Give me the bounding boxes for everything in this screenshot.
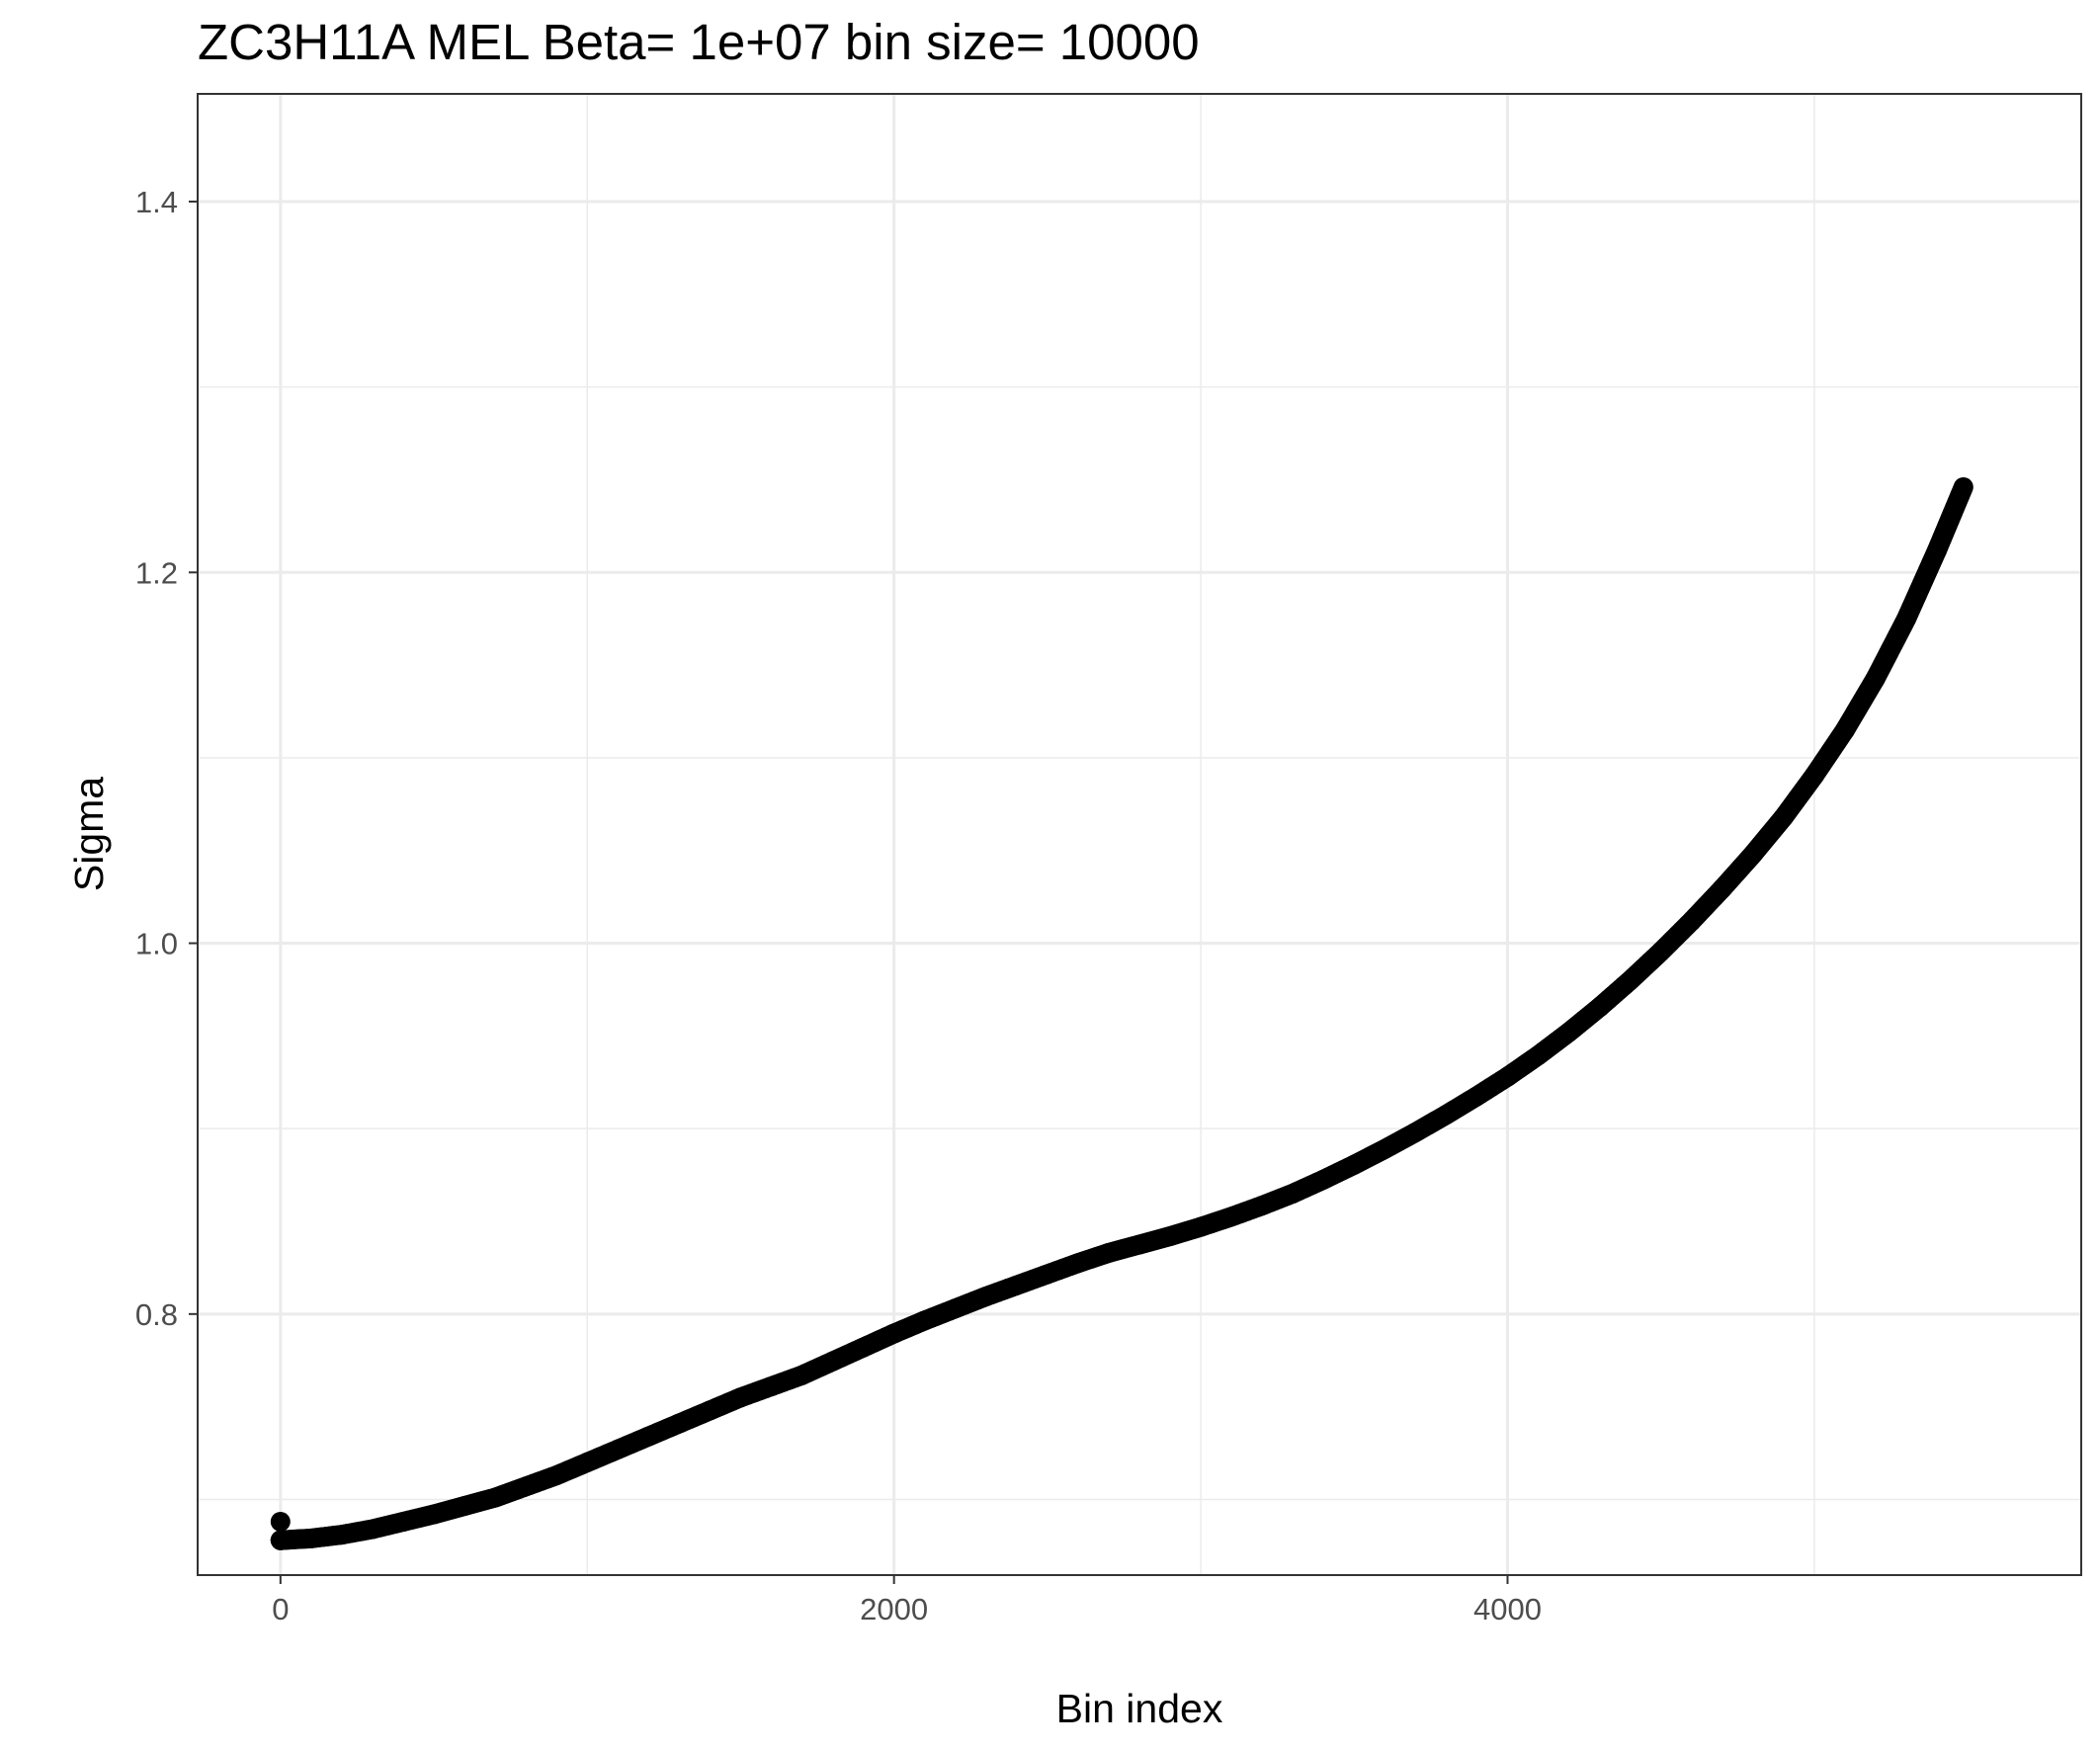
x-tick-label: 2000 <box>860 1592 928 1626</box>
data-point <box>1160 1226 1181 1247</box>
data-point <box>1558 1022 1579 1042</box>
data-point <box>1467 1086 1487 1107</box>
data-point <box>638 1426 659 1447</box>
data-point <box>700 1400 720 1421</box>
y-tick-label: 1.4 <box>135 185 178 219</box>
data-point <box>945 1298 966 1319</box>
data-point <box>1375 1138 1395 1159</box>
data-point <box>1344 1154 1365 1175</box>
y-axis-title: Sigma <box>66 777 112 891</box>
x-axis-title: Bin index <box>1056 1686 1223 1731</box>
data-point <box>608 1439 629 1459</box>
data-point <box>485 1487 506 1508</box>
data-point <box>914 1310 935 1331</box>
data-point <box>669 1413 690 1434</box>
y-tick-label: 1.2 <box>135 555 178 590</box>
data-point <box>424 1504 445 1525</box>
x-tick-label: 0 <box>272 1592 289 1626</box>
x-axis: 0 2000 4000 <box>272 1575 1542 1626</box>
data-point <box>1037 1264 1057 1285</box>
data-point <box>516 1476 537 1497</box>
data-point <box>1067 1253 1088 1274</box>
data-point <box>730 1387 751 1408</box>
data-point <box>1252 1196 1273 1216</box>
data-point <box>577 1452 598 1472</box>
y-tick-label: 0.8 <box>135 1297 178 1332</box>
x-tick-label: 4000 <box>1473 1592 1542 1626</box>
data-point <box>883 1323 904 1344</box>
data-point <box>1098 1242 1119 1263</box>
plot-panel-border <box>197 93 2082 1576</box>
data-point-outlier <box>270 1511 291 1532</box>
data-point <box>1953 476 1974 497</box>
data-point <box>792 1365 812 1385</box>
data-point <box>1130 1234 1149 1255</box>
data-point <box>1405 1122 1426 1142</box>
data-point <box>1497 1066 1518 1087</box>
data-point <box>1773 806 1794 827</box>
chart-title: ZC3H11A MEL Beta= 1e+07 bin size= 10000 <box>198 14 1200 70</box>
y-tick-label: 1.0 <box>135 927 178 961</box>
data-point <box>300 1528 321 1548</box>
data-point <box>1620 970 1640 991</box>
data-point <box>455 1496 475 1517</box>
plot-panel <box>198 94 2081 1575</box>
data-point <box>1866 668 1887 689</box>
data-point <box>1528 1045 1549 1066</box>
data-point <box>822 1351 843 1372</box>
data-points <box>270 476 1974 1550</box>
data-point <box>1712 878 1732 899</box>
data-point <box>975 1286 996 1306</box>
data-point <box>1896 609 1917 629</box>
data-point <box>1804 765 1824 786</box>
data-point <box>1834 719 1855 740</box>
data-point <box>1589 997 1610 1018</box>
data-point <box>392 1511 413 1532</box>
data-point <box>1650 941 1671 961</box>
data-point <box>1006 1275 1027 1295</box>
data-point <box>1283 1183 1303 1204</box>
data-point <box>331 1525 352 1545</box>
data-point <box>1927 540 1948 560</box>
y-axis: 0.8 1.0 1.2 1.4 <box>135 185 198 1332</box>
data-point-outlier <box>270 1530 291 1550</box>
data-point <box>853 1337 874 1358</box>
data-point <box>761 1375 782 1396</box>
data-point <box>1221 1207 1242 1227</box>
data-point <box>546 1465 567 1486</box>
data-point <box>1681 911 1702 932</box>
data-point <box>1742 844 1763 865</box>
data-point <box>1191 1216 1212 1237</box>
data-point <box>362 1519 382 1540</box>
data-point <box>1436 1105 1457 1125</box>
major-gridlines <box>198 94 2081 1575</box>
data-point <box>1313 1169 1334 1190</box>
